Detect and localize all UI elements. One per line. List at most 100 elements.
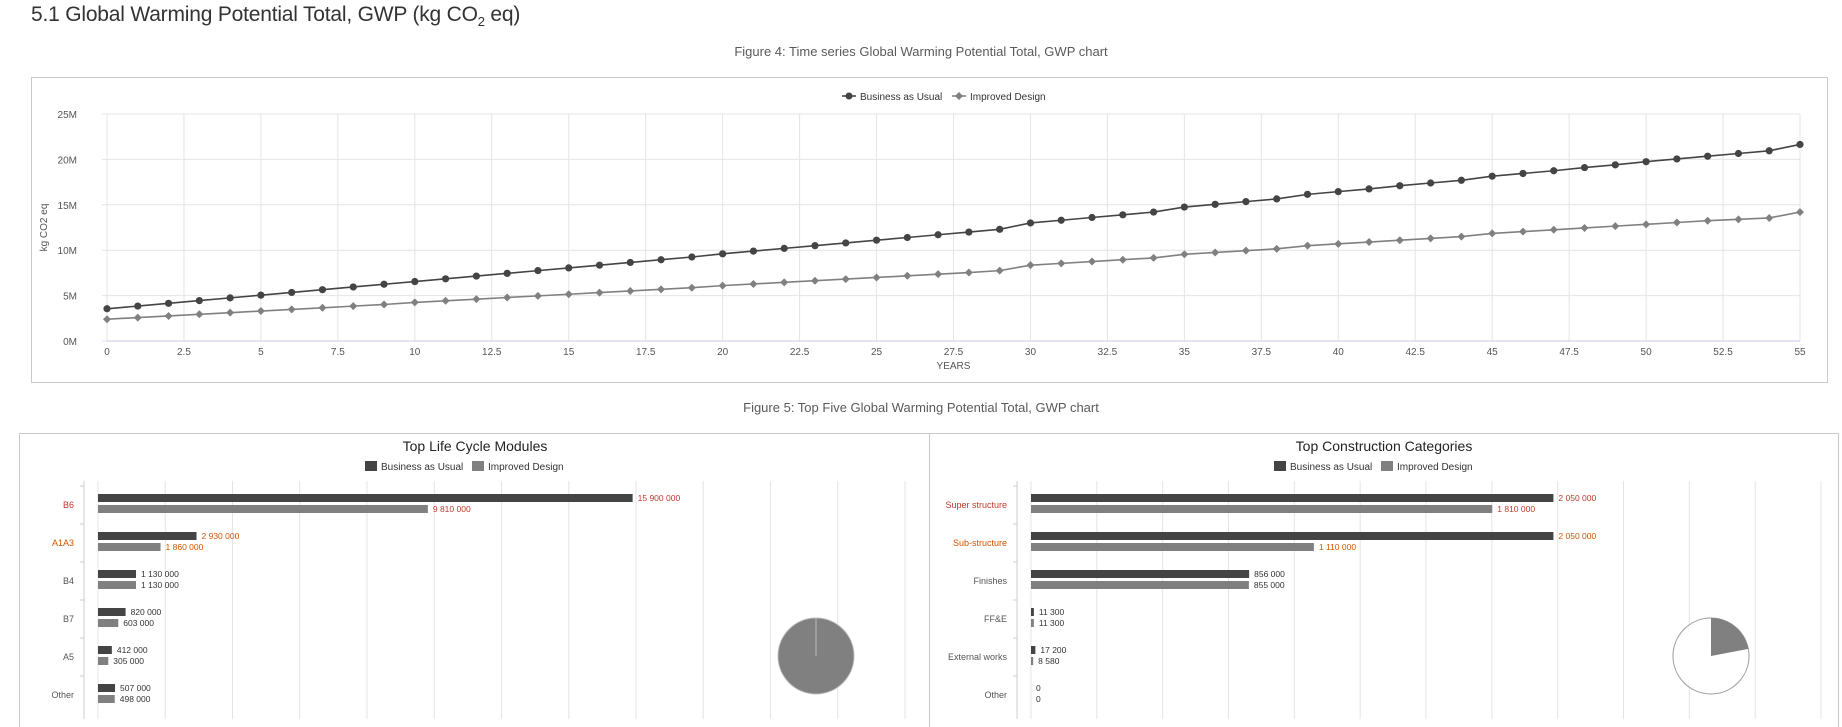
data-point xyxy=(533,291,542,300)
data-point xyxy=(1796,208,1804,217)
data-point xyxy=(1796,140,1804,149)
data-point xyxy=(719,250,727,258)
data-point xyxy=(1519,169,1527,178)
legend-label: Improved Design xyxy=(1397,462,1473,473)
legend-swatch xyxy=(845,92,853,100)
data-point xyxy=(749,279,758,288)
figure-4-caption: Figure 4: Time series Global Warming Pot… xyxy=(734,44,1108,59)
data-point xyxy=(687,283,696,292)
bar xyxy=(1031,608,1034,616)
bar-value-label: 305 000 xyxy=(113,656,144,666)
data-point xyxy=(1241,246,1250,255)
bar xyxy=(98,543,161,551)
x-tick-label: 25 xyxy=(871,347,883,358)
data-point xyxy=(1488,229,1497,238)
data-point xyxy=(103,305,111,313)
data-point xyxy=(1272,244,1281,253)
bar-value-label: 2 050 000 xyxy=(1558,531,1596,541)
data-point xyxy=(934,231,942,239)
data-point xyxy=(1149,208,1158,216)
data-point xyxy=(1672,218,1681,227)
x-tick-label: 37.5 xyxy=(1252,347,1272,358)
construction-categories-chart: Top Construction Categories Business as U… xyxy=(945,438,1822,719)
bar-value-label: 2 930 000 xyxy=(202,531,240,541)
bar xyxy=(1031,532,1554,540)
y-axis-title: kg CO2 eq xyxy=(39,204,50,252)
bar xyxy=(1031,494,1554,502)
data-point xyxy=(1396,182,1404,190)
category-label: B6 xyxy=(63,500,74,510)
data-point xyxy=(134,302,142,310)
bar-value-label: 15 900 000 xyxy=(638,493,681,503)
bar xyxy=(1031,657,1034,665)
data-point xyxy=(964,268,973,277)
category-label: Other xyxy=(984,690,1007,700)
life-cycle-modules-chart: Top Life Cycle Modules Business as Usual I… xyxy=(51,438,906,719)
data-point xyxy=(780,244,788,252)
legend-label: Improved Design xyxy=(970,92,1046,103)
data-point xyxy=(780,278,789,287)
section-title-suffix: eq) xyxy=(484,3,521,26)
data-point xyxy=(1549,225,1558,234)
data-point xyxy=(256,307,265,316)
x-tick-label: 12.5 xyxy=(482,347,502,358)
data-point xyxy=(564,290,573,299)
data-point xyxy=(996,225,1004,233)
data-point xyxy=(1303,241,1312,250)
figure-5-caption: Figure 5: Top Five Global Warming Potent… xyxy=(743,400,1099,415)
bar xyxy=(1031,581,1249,589)
data-point xyxy=(595,288,604,297)
x-tick-label: 22.5 xyxy=(790,347,810,358)
bar-value-label: 9 810 000 xyxy=(433,504,471,514)
series-line xyxy=(106,211,1801,321)
data-point xyxy=(688,253,696,261)
data-point xyxy=(626,258,634,267)
chart-title: Top Construction Categories xyxy=(1296,438,1473,454)
data-point xyxy=(1395,236,1404,245)
data-point xyxy=(565,264,573,272)
y-tick-label: 5M xyxy=(63,292,77,303)
x-tick-label: 50 xyxy=(1641,347,1653,358)
bar-value-label: 498 000 xyxy=(120,694,151,704)
legend-swatch xyxy=(472,461,484,471)
bar xyxy=(98,505,428,513)
data-point xyxy=(1734,149,1743,158)
data-point xyxy=(1242,198,1250,206)
x-tick-label: 10 xyxy=(409,347,421,358)
x-tick-label: 7.5 xyxy=(331,347,345,358)
data-point xyxy=(257,291,265,299)
x-tick-label: 42.5 xyxy=(1405,347,1425,358)
x-tick-label: 47.5 xyxy=(1559,347,1579,358)
data-point xyxy=(1088,257,1097,266)
data-point xyxy=(1642,158,1650,166)
data-point xyxy=(626,286,635,295)
category-label: Finishes xyxy=(973,576,1007,586)
data-point xyxy=(287,305,296,314)
data-point xyxy=(1365,238,1374,247)
data-point xyxy=(1026,261,1035,270)
bar-value-label: 820 000 xyxy=(131,607,162,617)
bar-value-label: 1 810 000 xyxy=(1497,504,1535,514)
data-point xyxy=(195,310,204,319)
data-point xyxy=(534,267,542,275)
data-point xyxy=(749,247,758,255)
data-point xyxy=(380,280,388,288)
section-title-main: 5.1 Global Warming Potential Total, GWP … xyxy=(31,3,478,26)
construction-categories-panel: Top Construction Categories Business as U… xyxy=(929,433,1839,727)
legend-label: Improved Design xyxy=(488,462,564,473)
data-point xyxy=(1057,216,1065,224)
bar xyxy=(98,608,126,616)
data-point xyxy=(226,294,234,302)
bar-value-label: 1 130 000 xyxy=(141,569,179,579)
data-point xyxy=(1180,250,1189,259)
bar-value-label: 1 860 000 xyxy=(166,542,204,552)
data-point xyxy=(842,239,850,247)
x-tick-label: 15 xyxy=(563,347,575,358)
bar-value-label: 0 xyxy=(1036,683,1041,693)
bar-value-label: 507 000 xyxy=(120,683,151,693)
data-point xyxy=(472,295,481,304)
data-point xyxy=(503,293,512,302)
data-point xyxy=(318,303,327,312)
data-point xyxy=(1550,167,1558,175)
category-label: B7 xyxy=(63,614,74,624)
